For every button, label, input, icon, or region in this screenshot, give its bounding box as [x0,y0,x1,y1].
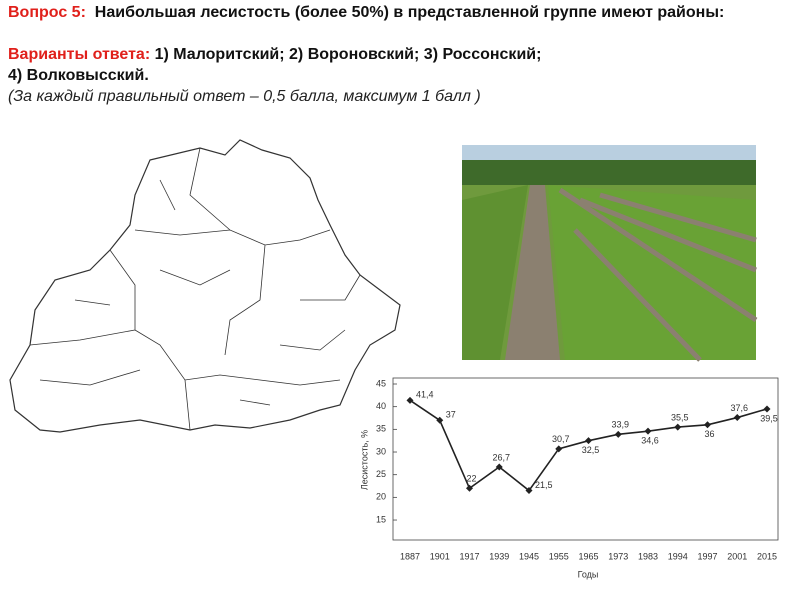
value-label: 22 [466,474,476,484]
value-label: 36 [704,429,714,439]
question-line: Вопрос 5: Наибольшая лесистость (более 5… [8,2,724,23]
marker [436,416,444,424]
marker [495,463,503,471]
map [9,139,401,433]
options-line-2: 4) Волковысский. [8,67,149,84]
marker [555,445,563,453]
x-tick-label: 2001 [727,551,747,561]
y-tick-label: 20 [376,492,386,502]
marker [704,421,711,429]
y-tick-label: 40 [376,401,386,411]
marker [674,423,682,431]
value-label: 35,5 [671,412,689,422]
note: (За каждый правильный ответ – 0,5 балла,… [8,88,481,105]
y-tick-label: 15 [376,514,386,524]
marker [466,484,473,492]
photo [462,145,758,362]
x-tick-label: 1994 [668,551,688,561]
marker [525,487,533,495]
x-tick-label: 1939 [489,551,509,561]
options-label: Варианты ответа: [8,46,151,63]
marker [614,430,622,438]
x-tick-label: 1997 [697,551,717,561]
question-label: Вопрос 5: [8,4,86,21]
marker [585,437,592,445]
x-tick-label: 1917 [459,551,479,561]
options-text: 1) Малоритский; 2) Вороновский; 3) Россо… [154,46,542,63]
options-line: Варианты ответа: 1) Малоритский; 2) Воро… [8,44,541,65]
x-axis-label: Годы [578,569,599,579]
x-tick-label: 1983 [638,551,658,561]
x-tick-label: 1973 [608,551,628,561]
value-label: 33,9 [611,420,629,430]
marker [733,414,741,422]
marker [763,405,771,413]
value-label: 21,5 [535,480,553,490]
chart-frame [392,377,779,541]
value-label: 34,6 [641,436,659,446]
y-axis-label: Лесистость, % [359,430,369,490]
y-tick-label: 45 [376,378,386,388]
value-label: 39,5 [760,413,778,423]
marker [406,396,414,404]
marker [644,427,652,435]
y-tick-label: 25 [376,469,386,479]
y-tick-label: 35 [376,424,386,434]
value-label: 26,7 [492,452,510,462]
value-label: 37 [446,410,456,420]
value-label: 37,6 [730,403,748,413]
x-tick-label: 1945 [519,551,539,561]
value-label: 41,4 [416,390,434,400]
question-text: Наибольшая лесистость (более 50%) в пред… [94,4,725,21]
y-tick-label: 30 [376,446,386,456]
value-label: 32,5 [582,445,600,455]
value-label: 30,7 [552,434,570,444]
x-tick-label: 2015 [757,551,777,561]
x-tick-label: 1887 [400,551,420,561]
x-tick-label: 1965 [578,551,598,561]
x-tick-label: 1901 [430,551,450,561]
x-tick-label: 1955 [549,551,569,561]
